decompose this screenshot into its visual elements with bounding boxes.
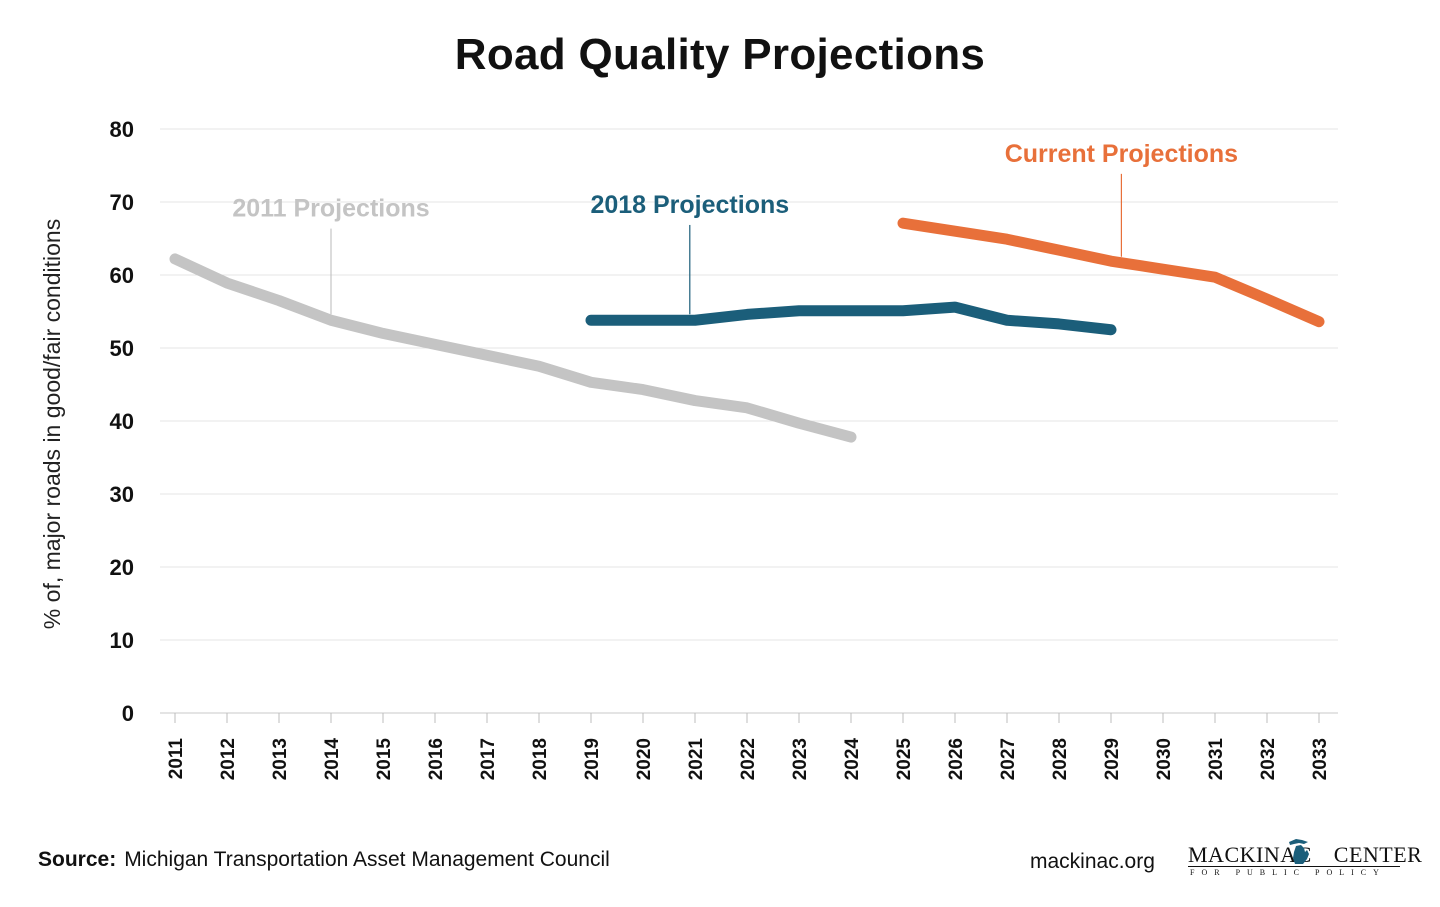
x-tick-label: 2022 (738, 738, 759, 780)
y-tick-label: 80 (110, 117, 134, 142)
x-tick-label: 2032 (1258, 738, 1279, 780)
x-tick-label: 2018 (530, 738, 551, 780)
data-point (330, 319, 332, 321)
y-tick-label: 60 (110, 263, 134, 288)
data-point (590, 319, 592, 321)
data-point (1006, 319, 1008, 321)
data-point (278, 300, 280, 302)
series-label-2: Current Projections (1005, 140, 1238, 168)
chart-grid (160, 128, 1338, 714)
data-point (1110, 329, 1112, 331)
source-text: Michigan Transportation Asset Management… (124, 848, 610, 871)
y-axis-label: % of, major roads in good/fair condition… (39, 219, 65, 629)
x-tick-label: 2026 (946, 738, 967, 780)
data-point (1214, 276, 1216, 278)
data-point (382, 332, 384, 334)
y-axis-ticks: 0 10 20 30 40 50 60 70 80 (110, 117, 134, 726)
data-point (902, 310, 904, 312)
data-point (954, 230, 956, 232)
x-tick-label: 2029 (1102, 738, 1123, 780)
data-point (694, 400, 696, 402)
x-tick-label: 2033 (1310, 738, 1331, 780)
data-point (746, 313, 748, 315)
chart-series (169, 217, 1325, 443)
x-tick-label: 2011 (166, 738, 187, 780)
data-point (954, 306, 956, 308)
data-point (850, 436, 852, 438)
source-note: Source: Michigan Transportation Asset Man… (38, 848, 610, 872)
x-tick-label: 2012 (218, 738, 239, 780)
data-point (174, 258, 176, 260)
chart-title: Road Quality Projections (454, 30, 986, 79)
logo-rule (1188, 866, 1400, 867)
data-point (538, 365, 540, 367)
x-tick-label: 2019 (582, 738, 603, 780)
x-tick-label: 2020 (634, 738, 655, 780)
data-point (486, 354, 488, 356)
x-tick-label: 2021 (686, 738, 707, 781)
y-tick-label: 20 (110, 555, 134, 580)
data-point (1110, 260, 1112, 262)
data-point (434, 343, 436, 345)
data-point (590, 381, 592, 383)
data-point (226, 282, 228, 284)
x-tick-label: 2024 (842, 738, 863, 781)
x-tick-label: 2016 (426, 738, 447, 780)
data-point (850, 310, 852, 312)
x-tick-label: 2030 (1154, 738, 1175, 780)
y-tick-label: 70 (110, 190, 134, 215)
x-tick-label: 2028 (1050, 738, 1071, 780)
logo-wordmark: MACKINAC CENTER (1188, 842, 1422, 868)
x-tick-label: 2014 (322, 738, 343, 781)
series-label-1: 2018 Projections (590, 191, 789, 219)
data-point (746, 407, 748, 409)
x-tick-label: 2015 (374, 738, 395, 781)
logo-right-text: CENTER (1333, 842, 1423, 867)
data-point (694, 319, 696, 321)
y-tick-label: 40 (110, 409, 134, 434)
logo-subtitle: FOR PUBLIC POLICY (1190, 868, 1386, 877)
data-point (1162, 268, 1164, 270)
data-point (902, 222, 904, 224)
source-label: Source: (38, 848, 117, 871)
x-axis-ticks: 2011 2012 2013 2014 2015 2016 2017 2018 2019 2020… (166, 713, 1331, 780)
logo-left-text: MACKINAC (1188, 842, 1312, 867)
website-url[interactable]: mackinac.org (1030, 850, 1155, 873)
data-point (1006, 238, 1008, 240)
x-tick-label: 2023 (790, 738, 811, 780)
series-line-0 (169, 253, 857, 443)
data-point (798, 310, 800, 312)
y-tick-label: 30 (110, 482, 134, 507)
series-labels: 2011 Projections 2018 Projections Current … (232, 140, 1238, 315)
y-tick-label: 0 (122, 701, 134, 726)
y-tick-label: 10 (110, 628, 134, 653)
data-point (642, 389, 644, 391)
y-tick-label: 50 (110, 336, 134, 361)
x-tick-label: 2027 (998, 738, 1019, 780)
data-point (642, 319, 644, 321)
michigan-map-icon (1289, 839, 1309, 864)
x-tick-label: 2017 (478, 738, 499, 780)
x-tick-label: 2025 (894, 738, 915, 781)
data-point (1058, 249, 1060, 251)
data-point (1318, 321, 1320, 323)
data-point (798, 422, 800, 424)
data-point (1266, 298, 1268, 300)
x-tick-label: 2013 (270, 738, 291, 780)
series-label-0: 2011 Projections (232, 195, 429, 223)
x-tick-label: 2031 (1206, 738, 1227, 781)
mackinac-center-logo: MACKINAC CENTER FOR PUBLIC POLICY (1188, 828, 1422, 878)
data-point (1058, 323, 1060, 325)
